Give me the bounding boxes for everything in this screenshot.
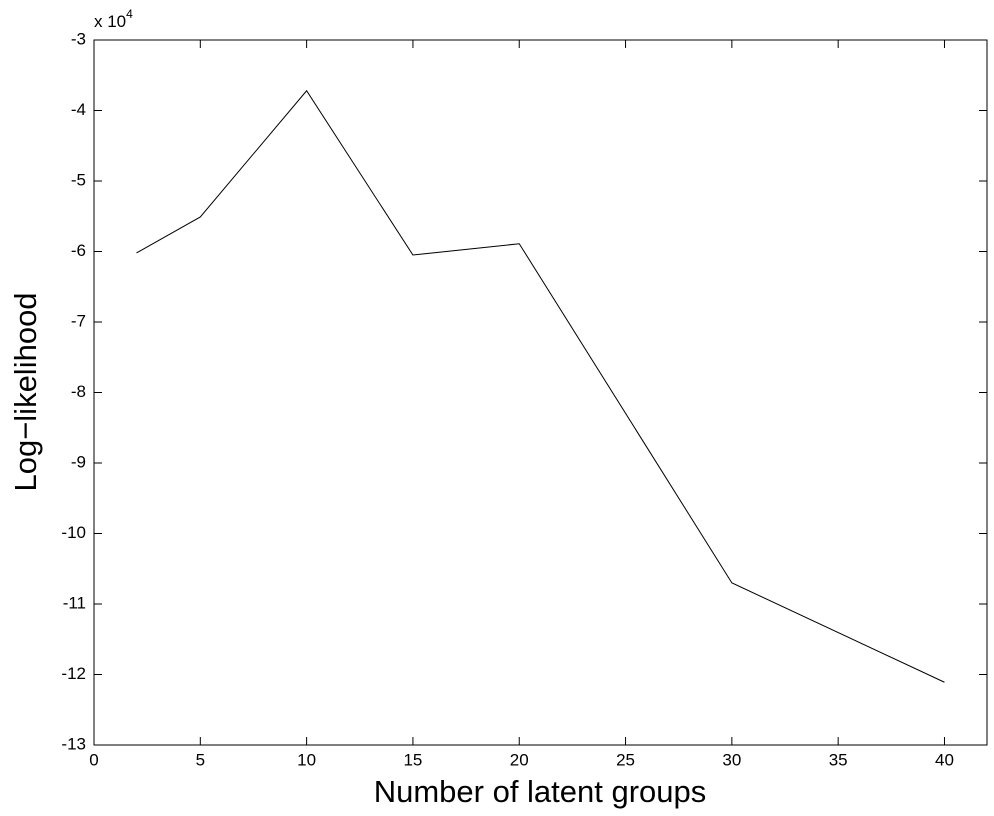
x-tick-label: 10 [297, 750, 316, 769]
y-tick-label: -3 [71, 29, 86, 48]
y-tick-label: -8 [71, 382, 86, 401]
x-tick-label: 0 [89, 750, 98, 769]
x-tick-label: 25 [616, 750, 635, 769]
x-axis-label: Number of latent groups [374, 774, 707, 809]
x-tick-label: 15 [403, 750, 422, 769]
y-tick-label: -5 [71, 170, 86, 189]
y-tick-label: -9 [71, 452, 86, 471]
x-tick-label: 5 [196, 750, 205, 769]
y-tick-label: -6 [71, 241, 86, 260]
multiplier-exponent: 4 [126, 7, 133, 21]
y-tick-label: -12 [61, 664, 86, 683]
y-tick-label: -10 [61, 523, 86, 542]
y-axis-label: Log−likelihood [8, 292, 43, 491]
x-tick-label: 40 [935, 750, 954, 769]
y-tick-label: -4 [71, 100, 86, 119]
x-tick-label: 20 [510, 750, 529, 769]
y-tick-label: -7 [71, 311, 86, 330]
data-line [136, 89, 945, 683]
y-tick-label: -11 [63, 593, 86, 612]
multiplier-base: x 10 [94, 12, 126, 31]
y-multiplier: x 104 [94, 7, 133, 31]
x-tick-label: 35 [829, 750, 848, 769]
y-tick-label: -13 [61, 734, 86, 753]
x-tick-label: 30 [722, 750, 741, 769]
